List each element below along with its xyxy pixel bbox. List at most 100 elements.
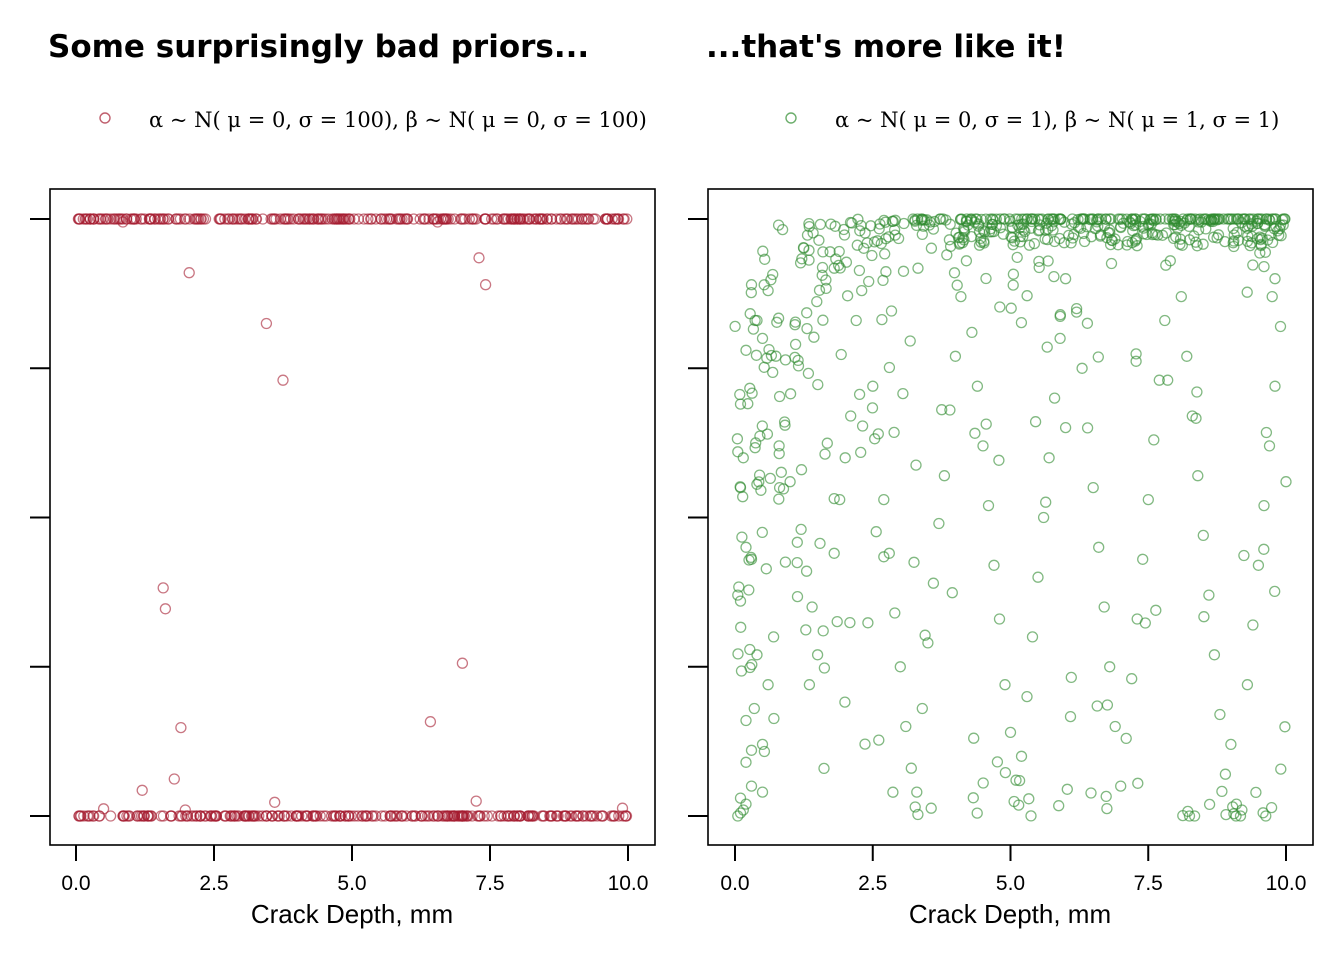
left-point-523	[342, 213, 354, 225]
left-point-168	[191, 810, 203, 822]
right-point-357	[993, 454, 1005, 466]
right-point-737	[1225, 738, 1237, 751]
left-x-tick-label-0: 0.0	[61, 872, 90, 895]
left-point-562	[277, 374, 289, 386]
right-point-376	[744, 382, 756, 394]
right-point-256	[936, 404, 948, 416]
right-point-554	[1021, 213, 1033, 225]
left-point-486	[589, 213, 601, 225]
right-point-253	[912, 808, 924, 821]
left-point-266	[334, 810, 346, 822]
right-point-689	[960, 255, 973, 267]
right-point-514	[746, 658, 758, 671]
right-point-479	[732, 648, 744, 660]
right-x-tick-label-1: 2.5	[858, 872, 887, 895]
left-point-462	[184, 213, 196, 225]
right-point-685	[938, 470, 951, 482]
right-point-345	[773, 493, 785, 505]
right-point-602	[875, 237, 887, 250]
right-point-285	[852, 213, 864, 225]
left-point-475	[213, 213, 225, 225]
right-point-691	[971, 380, 984, 392]
right-point-604	[991, 756, 1004, 768]
right-point-680	[911, 786, 923, 798]
left-point-207	[584, 810, 596, 822]
right-point-235	[885, 305, 898, 317]
right-point-652	[762, 679, 774, 691]
left-x-axis-label: Crack Depth, mm	[251, 899, 453, 929]
left-point-496	[365, 213, 377, 225]
right-point-207	[802, 367, 815, 380]
left-point-575	[179, 804, 191, 816]
left-point-268	[104, 810, 117, 822]
right-point-605	[798, 242, 810, 254]
right-point-654	[767, 631, 780, 643]
right-point-639	[740, 344, 752, 356]
right-point-415	[888, 426, 900, 439]
right-point-515	[1224, 213, 1237, 225]
right-point-312	[1008, 795, 1020, 808]
right-point-290	[1219, 235, 1231, 248]
right-legend-label: α ~ N( μ = 0, σ = 1), β ~ N( μ = 1, σ = …	[835, 108, 1279, 132]
right-point-505	[880, 266, 892, 278]
left-point-547	[545, 213, 557, 225]
right-point-526	[960, 215, 972, 227]
right-point-437	[1065, 671, 1077, 684]
left-point-277	[421, 810, 434, 822]
right-point-645	[740, 541, 752, 553]
right-point-566	[1257, 807, 1269, 819]
left-legend: α ~ N( μ = 0, σ = 100), β ~ N( μ = 0, σ …	[99, 108, 647, 132]
right-point-587	[1137, 222, 1150, 234]
left-x-tick-label-3: 7.5	[475, 872, 504, 895]
left-point-126	[427, 810, 439, 822]
right-point-709	[1070, 302, 1083, 315]
right-point-591	[1221, 213, 1234, 225]
right-point-518	[853, 388, 866, 401]
right-point-489	[1007, 279, 1019, 291]
right-point-395	[863, 275, 875, 288]
right-point-139	[1101, 232, 1113, 244]
left-point-502	[268, 213, 280, 225]
right-point-657	[789, 338, 802, 351]
right-point-271	[1183, 810, 1196, 822]
left-point-530	[170, 213, 182, 225]
right-point-519	[1216, 785, 1228, 798]
right-point-439	[755, 484, 767, 496]
right-point-651	[756, 738, 769, 751]
left-point-454	[486, 213, 498, 225]
right-point-533	[887, 215, 899, 228]
right-point-491	[1247, 259, 1259, 271]
left-point-481	[521, 213, 533, 225]
right-x-tick-label-2: 5.0	[996, 872, 1025, 895]
right-point-625	[889, 229, 901, 241]
right-point-644	[737, 452, 749, 464]
right-point-641	[751, 314, 763, 327]
left-point-257	[180, 810, 192, 822]
left-point-550	[437, 213, 449, 225]
right-point-740	[1241, 679, 1254, 691]
left-point-569	[175, 721, 187, 734]
left-point-35	[348, 810, 361, 822]
left-point-497	[73, 213, 85, 225]
right-point-488	[855, 446, 867, 459]
right-point-675	[883, 547, 895, 559]
right-point-535	[1084, 213, 1096, 226]
right-point-595	[853, 264, 866, 277]
left-point-269	[250, 810, 262, 822]
right-point-480	[735, 621, 747, 633]
right-point-547	[978, 237, 990, 249]
right-point-603	[1150, 213, 1162, 226]
right-point-626	[736, 531, 748, 543]
right-point-213	[1042, 255, 1054, 267]
right-point-493	[873, 734, 885, 746]
right-point-370	[892, 232, 905, 245]
right-point-616	[1185, 213, 1197, 225]
right-point-562	[910, 219, 923, 232]
left-point-540	[506, 213, 518, 225]
right-point-288	[897, 387, 909, 400]
right-point-698	[1010, 774, 1022, 786]
right-point-348	[1105, 257, 1118, 270]
left-point-216	[608, 810, 621, 822]
right-point-557	[1239, 213, 1251, 225]
right-point-695	[993, 613, 1006, 625]
